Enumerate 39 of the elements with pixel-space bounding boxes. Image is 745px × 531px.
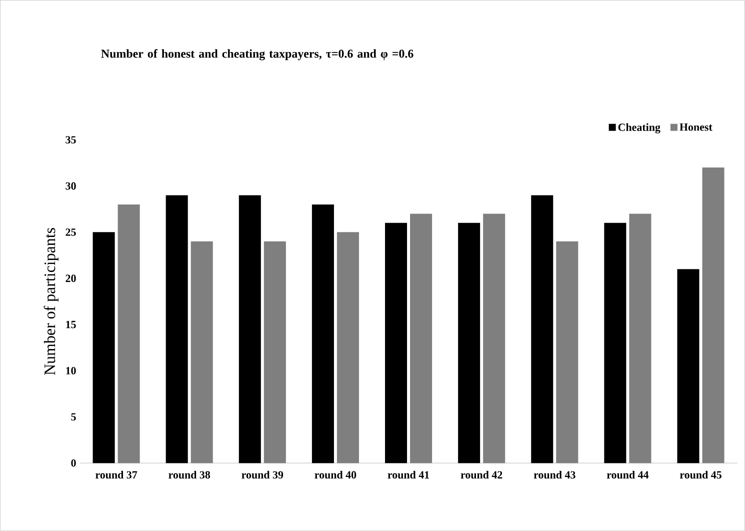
y-tick-label: 0 <box>71 459 76 467</box>
y-tick-label: 25 <box>66 228 76 236</box>
x-tick-label: round 44 <box>606 470 649 479</box>
bar <box>458 223 480 464</box>
x-tick-label: round 45 <box>680 470 722 479</box>
bar <box>166 195 188 464</box>
bar <box>531 195 554 464</box>
bar <box>118 204 140 464</box>
y-tick-label: 35 <box>66 136 76 144</box>
bar <box>629 214 652 464</box>
bar <box>385 223 408 464</box>
x-tick-label: round 40 <box>314 470 356 479</box>
y-tick-label: 10 <box>66 367 76 374</box>
bar <box>677 269 700 464</box>
bar <box>190 241 213 464</box>
bar <box>264 241 286 464</box>
y-axis-title: Number of participants <box>44 228 58 376</box>
x-tick-label: round 37 <box>96 470 138 479</box>
x-tick-label: round 38 <box>168 470 210 479</box>
legend-label: Cheating <box>618 123 660 134</box>
bar <box>92 232 115 464</box>
bar <box>604 223 626 464</box>
bar <box>336 232 359 464</box>
y-tick-label: 30 <box>66 182 76 190</box>
chart-title: Number of honest and cheating taxpayers, τ=0.6 and φ =0.6 <box>101 49 414 60</box>
bar <box>483 214 506 464</box>
y-tick-label: 15 <box>66 320 76 328</box>
bar <box>556 241 578 464</box>
y-tick-label: 5 <box>71 413 76 421</box>
x-tick-label: round 42 <box>460 470 502 479</box>
bar <box>312 204 334 464</box>
x-tick-label: round 41 <box>388 470 430 479</box>
bar <box>238 195 261 464</box>
legend-label: Honest <box>680 124 712 131</box>
x-tick-label: round 43 <box>534 470 576 479</box>
bar <box>410 214 432 464</box>
bar <box>702 168 724 464</box>
y-tick-label: 20 <box>66 274 76 282</box>
x-tick-label: round 39 <box>242 470 284 479</box>
